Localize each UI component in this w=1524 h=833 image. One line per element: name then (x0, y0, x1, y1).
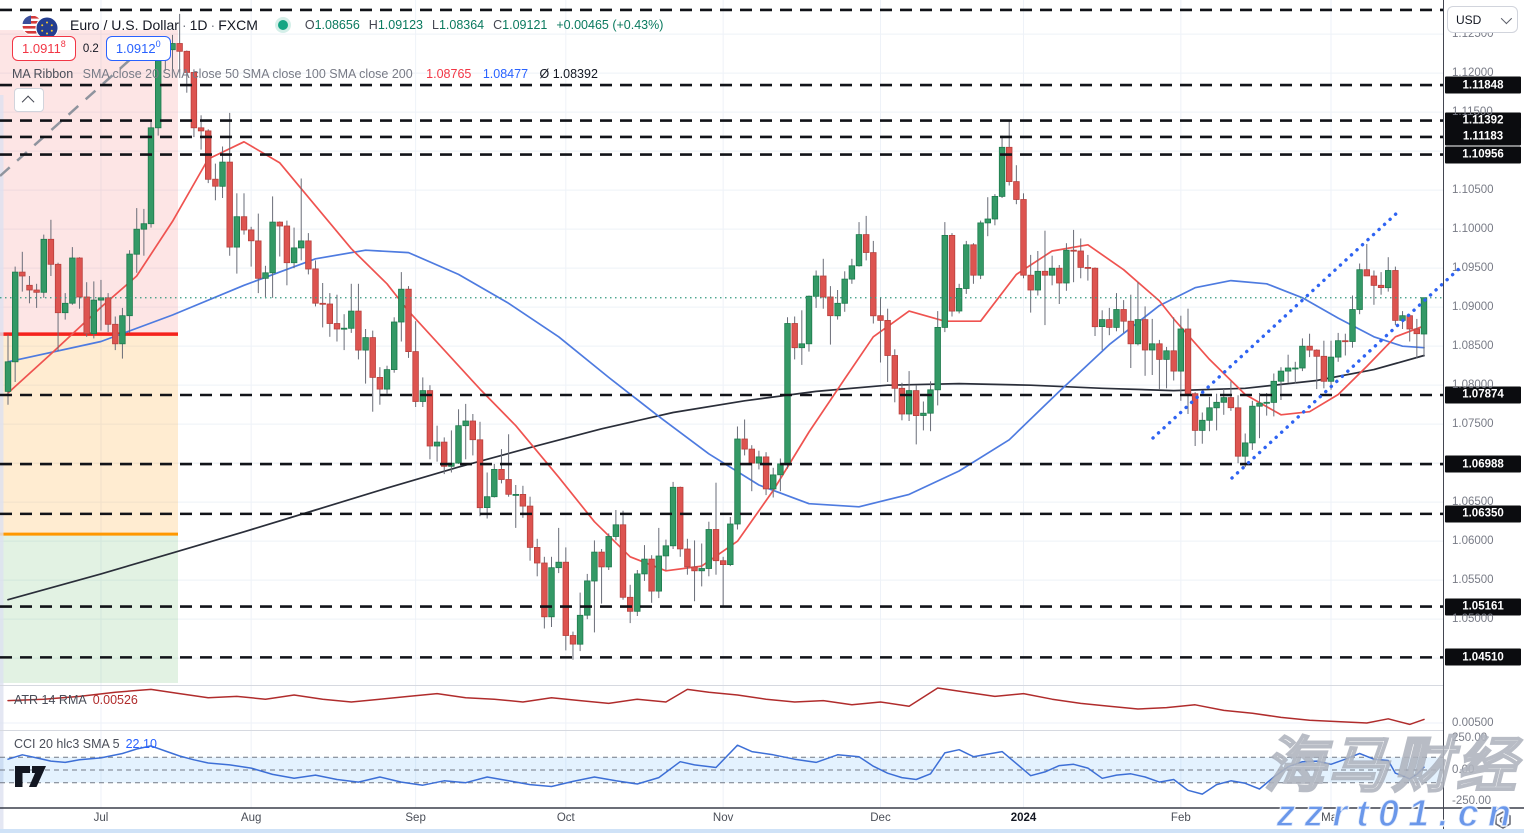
left-edge-strip (0, 95, 4, 829)
cci-value: 22.10 (125, 737, 157, 751)
price-level-badge: 1.11183 (1445, 128, 1521, 146)
price-level-badge: 1.10956 (1445, 146, 1521, 164)
tradingview-logo[interactable] (14, 765, 48, 789)
price-axis[interactable]: 1.11848 1.11392 1.11183 1.10956 1.07874 1.069… (1443, 0, 1524, 833)
price-axis-label: 1.05000 (1452, 613, 1494, 625)
zone-green (0, 534, 178, 683)
time-axis-label: 2024 (1010, 812, 1037, 824)
price-axis-label: -250.00 (1452, 795, 1492, 807)
buy-button[interactable]: 1.0912 0 (105, 36, 171, 61)
price-level-badge: 1.05161 (1445, 598, 1521, 616)
time-axis-label: Oct (556, 812, 575, 824)
price-axis-label: 0.00 (1452, 764, 1475, 776)
low-value: 1.08364 (438, 18, 485, 32)
market-status-icon (277, 20, 288, 30)
time-axis-label: Mar (1321, 812, 1341, 824)
price-level-badge: 1.11848 (1445, 76, 1521, 94)
chevron-down-icon (1500, 12, 1513, 24)
atr-line (7, 687, 1425, 726)
gear-icon[interactable] (1492, 810, 1514, 830)
time-axis-label: Jul (93, 812, 109, 824)
zone-orange (0, 334, 178, 535)
price-axis-label: 1.09500 (1452, 262, 1494, 274)
atr-value: 0.00526 (92, 693, 138, 707)
price-axis-label: 1.12000 (1452, 67, 1494, 79)
symbol-pair-flags-icon (21, 14, 59, 40)
price-axis-label: 250.00 (1452, 732, 1488, 744)
price-axis-label: 1.10000 (1452, 223, 1494, 235)
ma-ribbon-legend[interactable]: MA Ribbon SMA close 20 SMA close 50 SMA … (12, 67, 598, 81)
price-level-badge: 1.06988 (1445, 455, 1521, 473)
sma20-line (7, 140, 1425, 572)
atr-legend[interactable]: ATR 14 RMA 0.00526 (14, 693, 138, 707)
time-axis-label: Aug (240, 812, 262, 824)
price-axis-label: 1.09000 (1452, 301, 1494, 313)
sma50-line (7, 249, 1425, 508)
channel-trendline (1230, 264, 1464, 480)
change-value: +0.00465 (+0.43%) (556, 18, 664, 32)
price-axis-label: 1.06500 (1452, 496, 1494, 508)
chart-header: Euro / U.S. Dollar · 1D · FXCM O1.08656 H1.0… (10, 8, 663, 42)
price-axis-label: 1.06000 (1452, 535, 1494, 547)
price-axis-label: 1.07500 (1452, 418, 1494, 430)
currency-dropdown[interactable]: USD (1447, 6, 1518, 33)
price-level-badge: 1.11392 (1445, 112, 1521, 130)
currency-label: USD (1456, 12, 1482, 27)
price-axis-label: 1.11500 (1452, 106, 1493, 118)
cci-legend[interactable]: CCI 20 hlc3 SMA 5 22.10 (14, 737, 157, 751)
price-axis-label: 1.08500 (1452, 340, 1494, 352)
bottom-edge-strip (0, 829, 1524, 833)
price-level-badge: 1.07874 (1445, 386, 1521, 404)
close-value: 1.09121 (502, 18, 548, 32)
candlestick-series (4, 13, 1428, 660)
time-axis-label: Dec (870, 812, 891, 824)
price-level-badge: 1.04510 (1445, 648, 1521, 666)
price-axis-label: 1.05500 (1452, 574, 1494, 586)
spread-value: 0.2 (82, 42, 99, 55)
sell-button[interactable]: 1.0911 8 (12, 36, 76, 61)
price-level-badge: 1.06350 (1445, 505, 1521, 523)
time-axis-label: Feb (1170, 812, 1191, 824)
time-axis[interactable]: Jul Aug Sep Oct Nov Dec 2024 Feb Mar (0, 809, 1443, 830)
chevron-up-icon (21, 95, 34, 108)
open-value: 1.08656 (314, 18, 360, 32)
cci-line (7, 744, 1425, 795)
price-axis-label: 0.00500 (1452, 717, 1494, 729)
quote-row: 1.0911 8 0.2 1.0912 0 (12, 36, 171, 61)
collapse-legend-button[interactable] (14, 88, 44, 112)
sma-avg-value: Ø 1.08392 (539, 67, 598, 81)
price-axis-label: 1.10500 (1452, 184, 1494, 196)
channel-trendline (1151, 210, 1400, 440)
time-axis-label: Nov (712, 812, 734, 824)
sma50-value: 1.08477 (482, 67, 529, 81)
high-value: 1.09123 (377, 18, 423, 32)
ohlc-row: O1.08656 H1.09123 L1.08364 C1.09121 +0.0… (277, 16, 664, 34)
symbol-title[interactable]: Euro / U.S. Dollar · 1D · FXCM (70, 17, 258, 33)
sma200-line (7, 354, 1425, 601)
sma20-value: 1.08765 (426, 67, 472, 81)
time-axis-label: Sep (405, 812, 426, 824)
price-axis-label: 1.08000 (1452, 379, 1494, 391)
gray-trendline (0, 56, 134, 177)
